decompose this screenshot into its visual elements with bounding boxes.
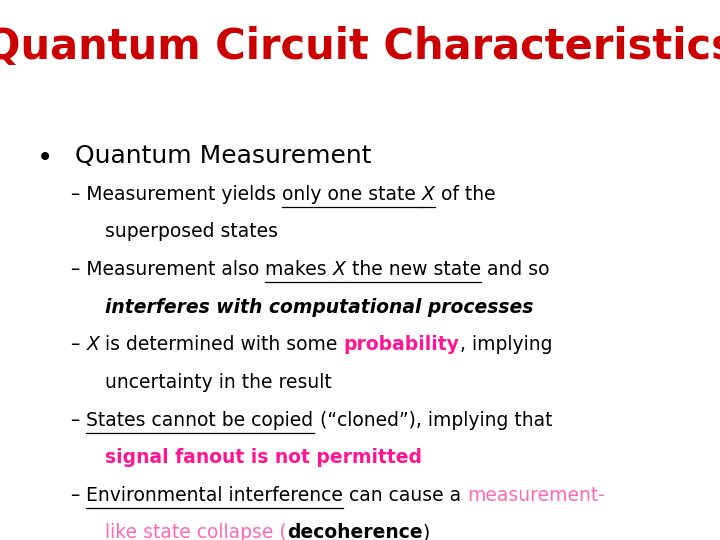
Text: –: – bbox=[71, 335, 86, 354]
Text: ): ) bbox=[423, 523, 430, 540]
Text: only one state: only one state bbox=[282, 185, 422, 204]
Text: the new state: the new state bbox=[346, 260, 481, 279]
Text: X: X bbox=[422, 185, 435, 204]
Text: –: – bbox=[71, 410, 86, 429]
Text: superposed states: superposed states bbox=[105, 222, 278, 241]
Text: – Measurement also: – Measurement also bbox=[71, 260, 266, 279]
Text: like state collapse (: like state collapse ( bbox=[105, 523, 287, 540]
Text: measurement-: measurement- bbox=[467, 485, 606, 505]
Text: decoherence: decoherence bbox=[287, 523, 423, 540]
Text: •: • bbox=[37, 144, 53, 172]
Text: makes: makes bbox=[266, 260, 333, 279]
Text: probability: probability bbox=[343, 335, 459, 354]
Text: Environmental interference: Environmental interference bbox=[86, 485, 343, 505]
Text: (“cloned”), implying that: (“cloned”), implying that bbox=[313, 410, 552, 429]
Text: uncertainty in the result: uncertainty in the result bbox=[105, 373, 332, 392]
Text: can cause a: can cause a bbox=[343, 485, 467, 505]
Text: is determined with some: is determined with some bbox=[99, 335, 343, 354]
Text: of the: of the bbox=[435, 185, 495, 204]
Text: X: X bbox=[333, 260, 346, 279]
Text: interferes with computational processes: interferes with computational processes bbox=[105, 298, 534, 316]
Text: –: – bbox=[71, 485, 86, 505]
Text: States cannot be copied: States cannot be copied bbox=[86, 410, 313, 429]
Text: X: X bbox=[86, 335, 99, 354]
Text: signal fanout is not permitted: signal fanout is not permitted bbox=[105, 448, 422, 467]
Text: – Measurement yields: – Measurement yields bbox=[71, 185, 282, 204]
Text: , implying: , implying bbox=[459, 335, 552, 354]
Text: Quantum Measurement: Quantum Measurement bbox=[75, 144, 371, 168]
Text: Quantum Circuit Characteristics: Quantum Circuit Characteristics bbox=[0, 26, 720, 68]
Text: and so: and so bbox=[481, 260, 549, 279]
